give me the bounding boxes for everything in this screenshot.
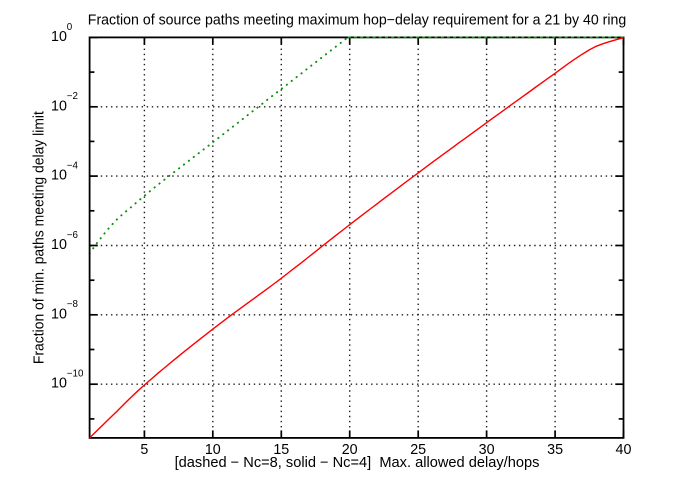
svg-text:−4: −4 — [67, 161, 79, 172]
svg-text:−8: −8 — [67, 299, 79, 310]
svg-text:15: 15 — [273, 442, 289, 458]
svg-text:30: 30 — [479, 442, 495, 458]
svg-text:10: 10 — [51, 98, 67, 114]
svg-text:10: 10 — [51, 376, 67, 392]
svg-text:10: 10 — [51, 237, 67, 253]
svg-text:[dashed − Nc=8, solid − Nc=4]: [dashed − Nc=8, solid − Nc=4] Max. allow… — [175, 455, 540, 471]
svg-text:−10: −10 — [67, 369, 84, 380]
svg-text:−2: −2 — [67, 91, 78, 102]
svg-text:10: 10 — [205, 442, 221, 458]
svg-text:5: 5 — [140, 442, 148, 458]
svg-text:20: 20 — [342, 442, 358, 458]
svg-text:40: 40 — [616, 442, 632, 458]
svg-text:10: 10 — [51, 168, 67, 184]
svg-text:Fraction of min. paths meeting: Fraction of min. paths meeting delay lim… — [31, 111, 47, 364]
svg-text:0: 0 — [67, 22, 73, 33]
svg-text:Fraction of source paths meeti: Fraction of source paths meeting maximum… — [88, 13, 627, 29]
svg-text:25: 25 — [410, 442, 426, 458]
svg-text:10: 10 — [51, 29, 67, 45]
svg-text:−6: −6 — [67, 230, 79, 241]
svg-text:35: 35 — [547, 442, 563, 458]
svg-text:10: 10 — [51, 306, 67, 322]
